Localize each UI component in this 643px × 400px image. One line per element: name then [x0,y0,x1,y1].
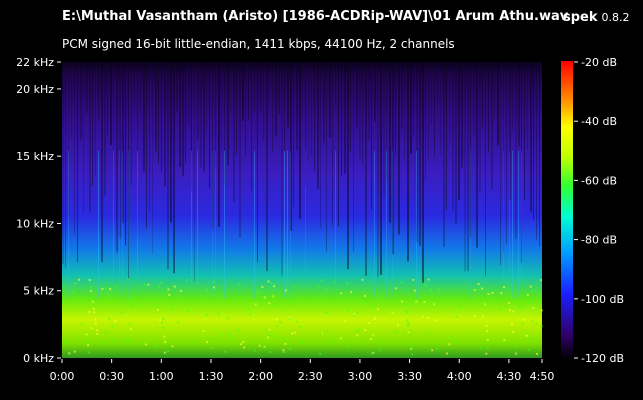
db-tick-label: -20 dB [581,56,617,69]
freq-tick-label: 15 kHz [16,150,54,163]
freq-tick-label: 0 kHz [23,352,54,365]
app-brand: spek 0.8.2 [563,10,630,25]
time-tick-label: 2:30 [298,370,323,383]
spectrogram-texture [62,62,543,356]
db-tick-label: -120 dB [581,352,624,365]
freq-tick-label: 22 kHz [16,56,54,69]
db-tick-label: -80 dB [581,234,617,247]
time-tick-label: 3:00 [348,370,373,383]
time-axis: 0:00 0:30 1:00 1:30 2:00 2:30 3:00 3:30 4:00 4:30… [50,359,555,383]
file-path-title: E:\Muthal Vasantham (Aristo) [1986-ACDRi… [62,9,569,24]
time-tick-label: 2:00 [248,370,273,383]
time-tick-label: 4:50 [530,370,555,383]
time-tick-label: 1:30 [199,370,224,383]
time-tick-label: 4:30 [497,370,522,383]
freq-tick-label: 5 kHz [23,285,54,298]
time-tick-label: 0:30 [99,370,124,383]
freq-tick-label: 20 kHz [16,83,54,96]
time-tick-label: 3:30 [397,370,422,383]
db-color-scale [561,61,573,359]
app-name: spek [563,10,598,25]
db-scale-axis: -20 dB -40 dB -60 dB -80 dB -100 dB -120 dB [574,56,624,365]
frequency-axis: 22 kHz 20 kHz 15 kHz 10 kHz 5 kHz 0 kHz [16,56,61,365]
db-tick-label: -40 dB [581,115,617,128]
time-tick-label: 4:00 [447,370,472,383]
spectrogram-image [62,62,542,358]
db-tick-label: -60 dB [581,174,617,187]
freq-tick-label: 10 kHz [16,217,54,230]
audio-format-info: PCM signed 16-bit little-endian, 1411 kb… [62,37,455,51]
db-tick-label: -100 dB [581,293,624,306]
time-tick-label: 0:00 [50,370,75,383]
app-version: 0.8.2 [601,11,630,24]
time-tick-label: 1:00 [149,370,174,383]
